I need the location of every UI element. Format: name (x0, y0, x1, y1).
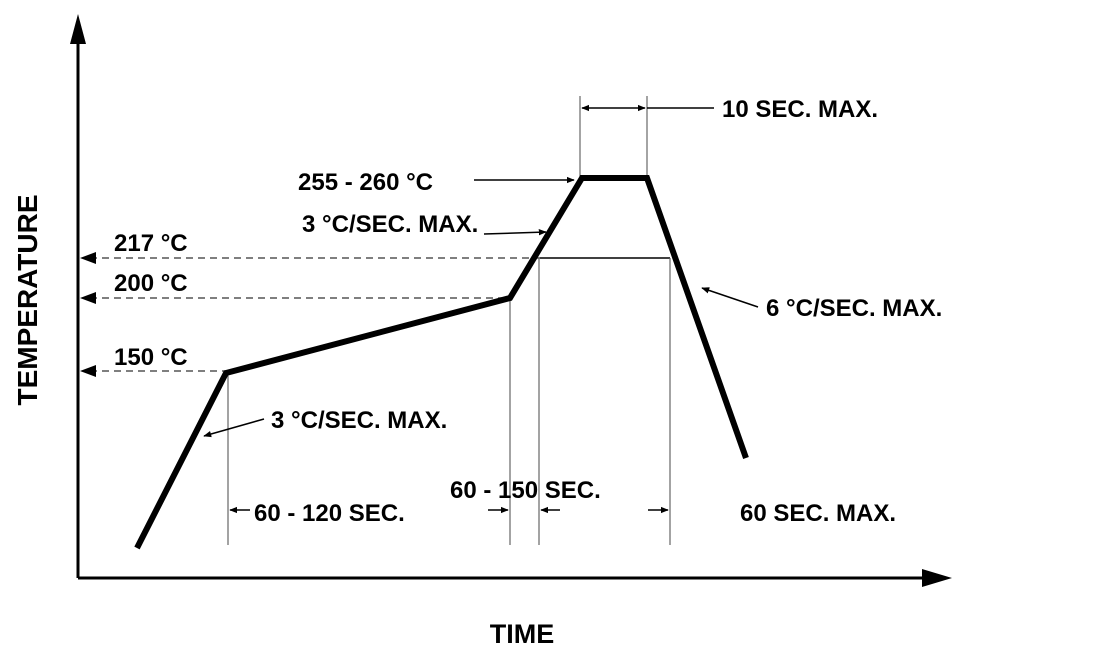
preheat-time-label: 60 - 120 SEC. (254, 500, 405, 527)
ramp-down-label: 6 °C/SEC. MAX. (766, 295, 942, 322)
x-axis-arrow-icon (922, 569, 952, 587)
y-axis-label: TEMPERATURE (12, 194, 43, 405)
axes (70, 14, 952, 587)
guide-200-arrow-icon (80, 292, 96, 304)
ramp-up-reflow-leader (483, 229, 547, 236)
temp-label-217: 217 °C (114, 230, 188, 257)
reflow-time-label: 60 - 150 SEC. (450, 477, 601, 504)
temperature-profile-curve (134, 175, 749, 550)
x-axis-label: TIME (490, 619, 555, 646)
temp-label-150: 150 °C (114, 344, 188, 371)
ramp-up-initial-label: 3 °C/SEC. MAX. (271, 407, 447, 434)
temp-label-peak: 255 - 260 °C (298, 169, 433, 196)
peak-time-label: 10 SEC. MAX. (722, 96, 878, 123)
guide-150-arrow-icon (80, 365, 96, 377)
temp-label-200: 200 °C (114, 270, 188, 297)
ramp-up-reflow-label: 3 °C/SEC. MAX. (302, 211, 478, 238)
guide-arrows (80, 252, 96, 377)
ramp-up-initial-leader (203, 418, 265, 438)
guide-217-arrow-icon (80, 252, 96, 264)
y-axis-arrow-icon (70, 14, 86, 44)
ramp-down-leader (701, 287, 759, 308)
vertical-guides (227, 96, 671, 545)
temperature-guides (90, 257, 540, 372)
cool-time-label: 60 SEC. MAX. (740, 500, 896, 527)
